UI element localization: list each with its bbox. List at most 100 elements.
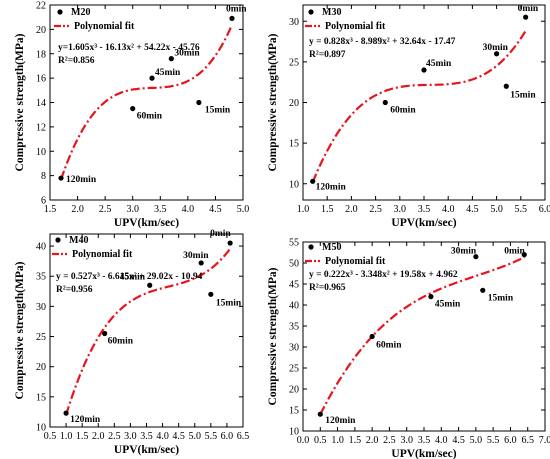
x-tick-label: 0.5 [314, 435, 327, 446]
legend-point-marker [308, 244, 314, 250]
data-point-label: 60min [108, 337, 134, 347]
x-tick-label: 4.0 [435, 435, 448, 446]
r-squared: R²=0.856 [58, 56, 95, 66]
legend-fit-label: Polynomial fit [325, 21, 386, 32]
y-tick-label: 10 [36, 423, 46, 434]
data-point-label: 60min [376, 341, 402, 351]
legend-series-label: M40 [69, 235, 88, 246]
y-tick-label: 20 [289, 385, 299, 396]
y-tick-label: 15 [36, 392, 46, 403]
data-point-label: 0min [226, 4, 247, 14]
data-point [421, 67, 427, 73]
x-tick-label: 6.0 [539, 204, 550, 215]
legend-fit-label: Polynomial fit [72, 249, 133, 260]
data-point-label: 120min [70, 415, 101, 425]
x-tick-label: 3.5 [154, 204, 167, 215]
y-tick-label: 20 [36, 362, 46, 373]
x-tick-label: 1.0 [60, 431, 73, 442]
y-tick-label: 18 [36, 49, 46, 60]
y-tick-label: 30 [289, 17, 299, 28]
legend-series-label: M20 [71, 7, 90, 18]
x-axis-label: UPV(km/sec) [391, 217, 456, 229]
legend-point-marker [55, 237, 61, 243]
data-point [208, 291, 214, 297]
chart-panel-m30: 120min 60min 45min 30min 15min 0min 1.0 1.5 2.0 2… [267, 4, 550, 229]
x-tick-label: 2.5 [383, 435, 396, 446]
data-point [198, 260, 204, 266]
y-axis-label: Compressive strength(MPa) [267, 267, 279, 405]
data-point-label: 30min [183, 251, 209, 261]
x-tick-label: 5.5 [487, 435, 500, 446]
data-point [480, 287, 486, 293]
polynomial-fit-line [319, 256, 525, 415]
x-tick-label: 3.0 [394, 204, 407, 215]
y-tick-label: 25 [36, 332, 46, 343]
x-tick-label: 2.0 [366, 435, 379, 446]
legend-fit-label: Polynomial fit [74, 21, 135, 32]
y-tick-label: 8 [41, 171, 46, 182]
y-tick-label: 25 [289, 57, 299, 68]
data-point [229, 15, 235, 22]
x-tick-label: 4.5 [209, 204, 222, 215]
y-tick-label: 30 [289, 343, 299, 354]
x-tick-label: 0.5 [44, 431, 57, 442]
y-tick-label: 16 [36, 74, 46, 85]
legend-series-label: M50 [322, 242, 341, 253]
data-point [196, 99, 202, 106]
chart-panel-m20: 120min 60min 45min 30min 15min 0min 1.5 2.0 2.5 3… [14, 1, 249, 230]
y-axis-label: Compressive strength(MPa) [267, 33, 279, 171]
x-tick-label: 3.5 [140, 431, 153, 442]
x-tick-label: 5.0 [189, 431, 202, 442]
y-tick-label: 40 [289, 301, 299, 312]
x-tick-label: 4.5 [452, 435, 465, 446]
chart-panel-m50: 120min 60min 45min 30min 15min 0min 0.0 0.5 1.0 1… [267, 238, 550, 459]
r-squared: R²=0.965 [309, 283, 346, 293]
y-tick-label: 20 [36, 25, 46, 36]
legend-series-label: M30 [322, 7, 341, 18]
x-tick-label: 1.5 [44, 204, 57, 215]
data-point [503, 83, 509, 89]
data-point [130, 105, 136, 112]
x-tick-label: 3.5 [418, 204, 431, 215]
plot-frame [302, 4, 546, 201]
x-tick-label: 6.0 [221, 431, 234, 442]
r-squared: R²=0.956 [56, 285, 93, 295]
y-axis-label: Compressive strength(MPa) [14, 33, 26, 171]
y-tick-label: 35 [289, 322, 299, 333]
x-tick-label: 3.0 [126, 204, 139, 215]
x-tick-label: 3.0 [400, 435, 413, 446]
y-tick-label: 35 [36, 272, 46, 283]
data-point-label: 60min [137, 112, 163, 122]
data-point-label: 120min [316, 182, 347, 192]
legend-fit-label: Polynomial fit [325, 256, 386, 267]
data-point [147, 282, 153, 288]
x-tick-label: 2.5 [99, 204, 112, 215]
data-point-label: 45min [155, 68, 181, 78]
legend-point-marker [308, 9, 314, 15]
data-point-label: 45min [435, 300, 461, 310]
x-tick-label: 5.0 [237, 204, 250, 215]
data-point-label: 0min [504, 247, 525, 257]
fit-equation: y = 0.527x³ - 6.615x² + 29.02x - 10.94 [56, 272, 203, 282]
fit-equation: y=1.605x³ - 16.13x² + 54.22x - 45.76 [58, 43, 200, 53]
data-point [310, 178, 316, 184]
legend-point-marker [57, 9, 63, 15]
data-point [168, 56, 174, 62]
x-tick-label: 1.0 [331, 435, 344, 446]
data-point [58, 175, 64, 181]
x-tick-label: 0.0 [297, 435, 310, 446]
y-tick-label: 10 [289, 427, 299, 438]
data-point [428, 294, 434, 300]
x-tick-label: 4.0 [442, 204, 455, 215]
x-tick-label: 6.5 [521, 435, 534, 446]
polynomial-fit-line [311, 30, 527, 183]
x-tick-label: 3.0 [124, 431, 137, 442]
data-point-label: 15min [205, 106, 231, 116]
x-tick-label: 1.5 [76, 431, 89, 442]
r-squared: R²=0.897 [309, 50, 346, 60]
x-tick-label: 2.5 [369, 204, 382, 215]
data-point-label: 45min [426, 59, 452, 69]
plot-frame [49, 233, 244, 428]
